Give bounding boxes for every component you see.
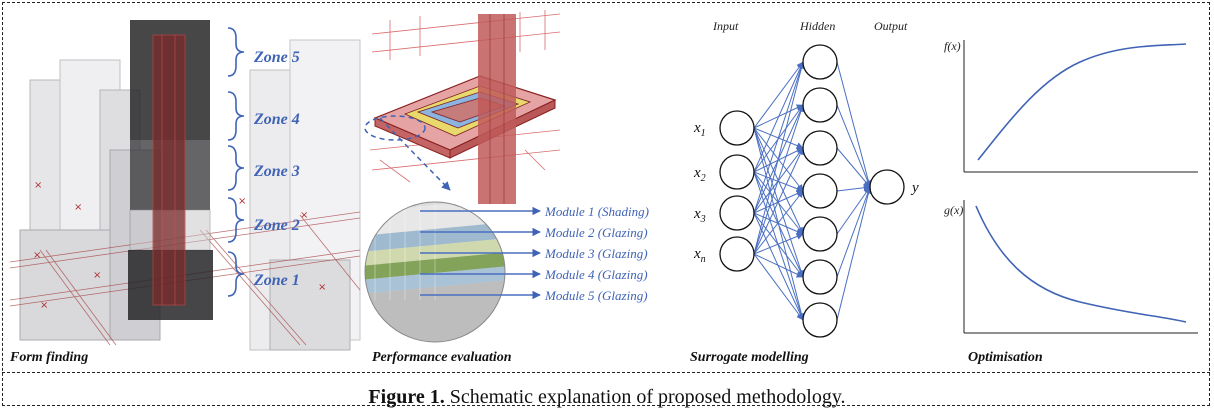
input-node-1 [719, 110, 755, 146]
output-y-label: y [910, 180, 919, 196]
hidden-layer-label: Hidden [799, 19, 835, 33]
module-4-label: Module 4 (Glazing) [544, 267, 648, 282]
g-curve [975, 205, 1187, 323]
edge-input-1-hidden-6 [753, 171, 805, 321]
edge-hidden-3-output [836, 184, 871, 192]
input-node-2 [719, 154, 755, 190]
svg-text:x2: x2 [693, 165, 706, 184]
svg-text:×: × [33, 250, 41, 261]
figure-frame [2, 2, 1210, 406]
edge-hidden-0-output [836, 61, 872, 188]
module-5-label: Module 5 (Glazing) [544, 288, 648, 303]
hidden-node-6 [802, 259, 838, 295]
output-layer-label: Output [874, 19, 908, 33]
optimisation-caption: Optimisation [968, 350, 1043, 365]
edge-input-2-hidden-4 [753, 212, 804, 235]
output-node [869, 169, 905, 205]
input-x2: x [693, 165, 701, 181]
input-layer-label: Input [712, 19, 739, 33]
svg-text:×: × [40, 300, 48, 311]
svg-text:×: × [34, 180, 42, 191]
f-curve [977, 43, 1187, 161]
edge-input-1-hidden-3 [753, 171, 804, 192]
performance-illustration [364, 10, 561, 343]
svg-text:x1: x1 [693, 120, 706, 139]
zone-1-label: Zone 1 [253, 272, 300, 289]
input-variable-labels: x1 x2 x3 xn [693, 120, 706, 265]
svg-text:×: × [238, 196, 246, 207]
caption-divider [2, 372, 1210, 373]
network-connections [753, 61, 872, 321]
input-x2-subscript: 2 [701, 173, 706, 184]
edge-hidden-5-output [836, 186, 872, 278]
input-node-3 [719, 195, 755, 231]
input-x3: x [693, 206, 701, 222]
form-finding-caption: Form finding [10, 350, 89, 365]
figure-caption: Figure 1. Schematic explanation of propo… [0, 386, 1214, 409]
edge-input-3-hidden-4 [753, 233, 804, 255]
input-xn: x [693, 246, 701, 262]
edge-hidden-2-output [836, 147, 871, 188]
edge-input-3-hidden-0 [753, 61, 805, 255]
svg-text:×: × [300, 210, 308, 221]
input-x1-subscript: 1 [701, 128, 706, 139]
edge-input-2-hidden-6 [753, 212, 804, 321]
module-1-label: Module 1 (Shading) [544, 204, 649, 219]
zone-3-label: Zone 3 [253, 163, 300, 180]
edge-input-3-hidden-3 [753, 190, 804, 255]
hidden-node-3 [802, 130, 838, 166]
svg-text:×: × [318, 282, 326, 293]
performance-caption: Performance evaluation [372, 350, 512, 365]
svg-text:×: × [93, 270, 101, 281]
optimisation-plots [963, 40, 1198, 334]
input-xn-subscript: n [701, 254, 706, 265]
edge-input-1-hidden-0 [753, 61, 804, 173]
edge-hidden-1-output [836, 104, 871, 188]
module-3-label: Module 3 (Glazing) [544, 246, 648, 261]
g-plot-label: g(x) [944, 203, 963, 217]
svg-text:x3: x3 [693, 206, 706, 225]
zone-2-label: Zone 2 [253, 217, 300, 234]
edge-input-3-hidden-2 [753, 147, 804, 255]
input-x3-subscript: 3 [700, 214, 706, 225]
edge-input-3-hidden-5 [753, 253, 804, 278]
network-nodes [719, 44, 905, 338]
figure-number: Figure 1. [368, 386, 445, 408]
edge-input-1-hidden-4 [753, 171, 804, 235]
edge-input-0-hidden-0 [753, 61, 804, 129]
input-node-4 [719, 236, 755, 272]
edge-input-3-hidden-1 [753, 104, 805, 255]
form-finding-illustration: × × × × × × × × [9, 20, 361, 351]
svg-text:xn: xn [693, 246, 706, 265]
edge-hidden-6-output [836, 186, 872, 321]
zone-4-label: Zone 4 [253, 111, 300, 128]
hidden-node-4 [802, 173, 838, 209]
edge-input-3-hidden-6 [753, 253, 804, 321]
f-plot-label: f(x) [944, 39, 961, 53]
svg-text:×: × [74, 202, 82, 213]
input-x1: x [693, 120, 701, 136]
edge-hidden-4-output [836, 186, 871, 235]
zone-5-label: Zone 5 [253, 49, 300, 66]
hidden-node-5 [802, 216, 838, 252]
hidden-node-2 [802, 87, 838, 123]
edge-input-1-hidden-5 [753, 171, 804, 278]
hidden-node-7 [802, 302, 838, 338]
figure-caption-text: Schematic explanation of proposed method… [449, 386, 846, 408]
edge-input-2-hidden-0 [753, 61, 805, 214]
hidden-node-1 [802, 44, 838, 80]
surrogate-caption: Surrogate modelling [690, 350, 809, 365]
module-2-label: Module 2 (Glazing) [544, 225, 648, 240]
